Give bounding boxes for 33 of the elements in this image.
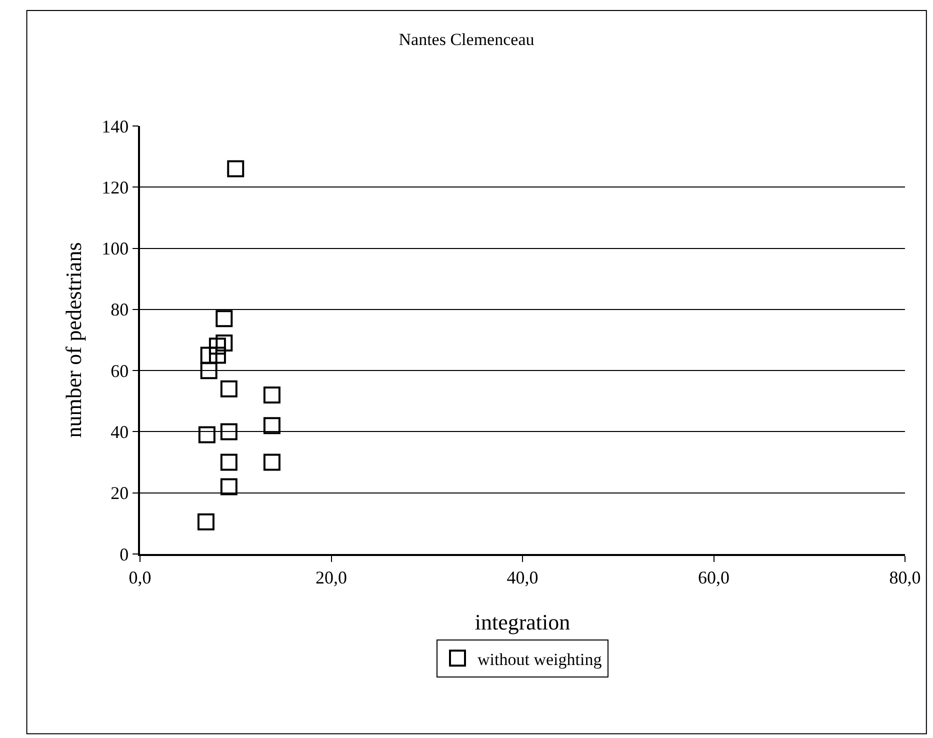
y-tick-label: 80 [110,300,129,320]
point [220,380,238,398]
chart-title: Nantes Clemenceau [398,30,535,50]
y-tick-label: 100 [102,238,129,259]
legend-label: without weighting [478,650,602,669]
x-axis-title: integration [474,610,570,635]
point [220,423,238,440]
point [263,454,280,471]
point [227,160,244,178]
y-tick-label: 40 [110,422,129,442]
point [208,338,226,355]
point [220,478,238,496]
point [263,417,280,434]
point [200,346,218,364]
x-tick-label: 60,0 [698,567,730,588]
point [198,426,216,444]
y-axis-title: number of pedestrians [60,242,86,438]
point [263,386,280,404]
point [220,454,238,471]
x-tick-label: 20,0 [316,567,347,588]
y-tick-label: 140 [102,116,129,136]
x-tick-label: 40,0 [506,567,538,588]
point [197,513,214,530]
y-tick-label: 60 [110,360,129,381]
point [208,346,226,364]
y-tick-label: 0 [120,544,129,564]
x-tick-label: 80,0 [889,567,921,588]
point [216,334,233,352]
point [200,362,218,380]
point [216,310,233,328]
x-tick-label: 0,0 [128,567,152,588]
y-tick-label: 20 [110,483,129,504]
y-tick-label: 120 [102,177,129,198]
